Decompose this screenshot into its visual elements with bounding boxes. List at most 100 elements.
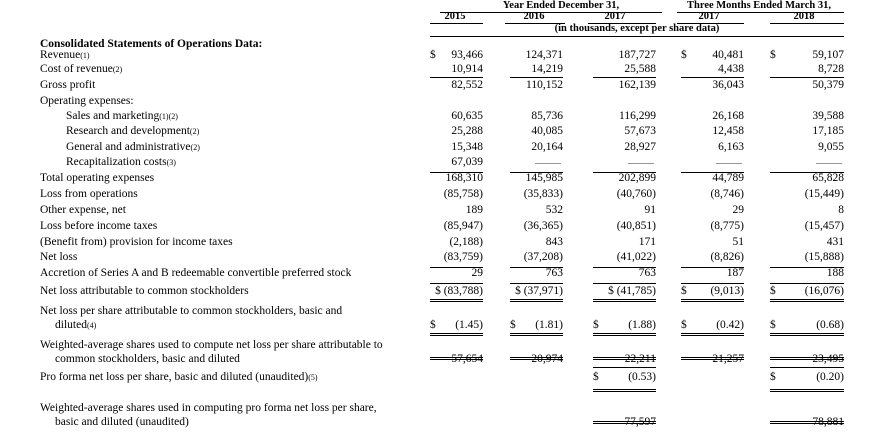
empty-value-dash: — (716, 163, 742, 164)
footnote-ref: (1) (80, 51, 90, 60)
header-subtitle: (in thousands, except per share data) (554, 23, 720, 34)
value-cell: 110,152 (526, 79, 563, 91)
row-label: Revenue(1) (40, 49, 90, 61)
footnote-ref: (2) (189, 127, 200, 136)
value-cell: 36,043 (712, 79, 744, 91)
value-cell: (8,826) (710, 251, 744, 263)
value-cell: 8 (838, 204, 844, 216)
row-label: Loss before income taxes (40, 220, 158, 232)
value-cell: 171 (638, 236, 656, 248)
total-double-rule (770, 421, 844, 424)
value-cell: 17,185 (812, 125, 844, 137)
value-cell: (85,947) (443, 220, 483, 232)
subtotal-rule (430, 283, 483, 284)
value-cell: (15,888) (804, 251, 844, 263)
value-cell: 91 (644, 204, 657, 216)
value-cell: 4,438 (718, 63, 744, 75)
subtotal-rule (430, 267, 483, 268)
subtotal-rule (770, 77, 844, 78)
header-group-year: Year Ended December 31, (502, 0, 620, 11)
value-cell: 57,673 (624, 125, 656, 137)
row-label: Weighted-average shares used to compute … (40, 339, 383, 351)
value-cell: 763 (638, 267, 656, 279)
footnote-ref: (2) (112, 65, 123, 74)
row-label: Sales and marketing(1)(2) (66, 110, 178, 122)
header-rule (430, 23, 483, 24)
total-double-rule (593, 357, 656, 360)
currency-symbol: $ (770, 285, 776, 297)
value-cell: 59,107 (812, 49, 844, 61)
total-double-rule (510, 357, 563, 360)
header-rule (770, 23, 844, 24)
total-double-rule (681, 333, 744, 336)
total-double-rule (593, 333, 656, 336)
value-cell: 145,985 (525, 172, 563, 184)
value-cell: 85,736 (531, 110, 563, 122)
row-label: Other expense, net (40, 204, 126, 216)
value-cell: 40,085 (531, 125, 563, 137)
total-double-rule (430, 357, 483, 360)
value-cell: (0.53) (628, 371, 656, 383)
value-cell: (8,775) (710, 220, 744, 232)
total-double-rule (510, 333, 563, 336)
row-label: Operating expenses: (40, 95, 134, 107)
currency-symbol: $ (770, 319, 776, 331)
value-cell: $ (41,785) (608, 285, 656, 297)
value-cell: (40,760) (616, 188, 656, 200)
value-cell: (40,851) (616, 220, 656, 232)
total-double-rule (770, 357, 844, 360)
value-cell: 189 (465, 204, 483, 216)
subtotal-rule (593, 283, 656, 284)
value-cell: 188 (826, 267, 844, 279)
row-label: Pro forma net loss per share, basic and … (40, 371, 318, 383)
currency-symbol: $ (681, 49, 687, 61)
value-cell: 10,914 (451, 63, 483, 75)
value-cell: (36,365) (523, 220, 563, 232)
value-cell: (9,013) (710, 285, 744, 297)
row-label: General and administrative(2) (66, 141, 200, 153)
row-label-continued: diluted(4) (55, 319, 97, 331)
total-double-rule (681, 299, 744, 302)
currency-symbol: $ (681, 319, 687, 331)
row-label: Gross profit (40, 79, 96, 91)
value-cell: 9,055 (818, 141, 844, 153)
value-cell: 20,164 (531, 141, 563, 153)
header-rule (677, 23, 744, 24)
value-cell: 67,039 (451, 156, 483, 168)
value-cell: 44,789 (712, 172, 744, 184)
value-cell: 29 (471, 267, 484, 279)
value-cell: 26,168 (712, 110, 744, 122)
value-cell: 187,727 (618, 49, 656, 61)
value-cell: (16,076) (804, 285, 844, 297)
footnote-ref: (3) (166, 158, 176, 167)
value-cell: 187 (726, 267, 744, 279)
total-double-rule (770, 389, 844, 392)
header-col-2016: 2016 (523, 11, 545, 22)
subtotal-rule (770, 283, 844, 284)
header-col-2015: 2015 (444, 11, 466, 22)
footnote-ref: (4) (86, 321, 97, 330)
value-cell: 29 (732, 204, 745, 216)
row-label: Net loss (40, 251, 78, 263)
total-double-rule (681, 357, 744, 360)
currency-symbol: $ (430, 319, 436, 331)
value-cell: 93,466 (451, 49, 483, 61)
value-cell: (83,759) (443, 251, 483, 263)
total-double-rule (593, 299, 656, 302)
value-cell: $ (83,788) (435, 285, 483, 297)
value-cell: 6,163 (718, 141, 744, 153)
footnote-ref: (2) (190, 143, 200, 152)
currency-symbol: $ (770, 371, 776, 383)
value-cell: 65,828 (812, 172, 844, 184)
value-cell: (85,758) (443, 188, 483, 200)
value-cell: (1.88) (628, 319, 656, 331)
value-cell: 162,139 (618, 79, 656, 91)
total-double-rule (770, 333, 844, 336)
subtotal-rule (510, 267, 563, 268)
empty-value-dash: — (816, 163, 842, 164)
value-cell: 51 (732, 236, 745, 248)
row-label: Total operating expenses (40, 172, 155, 184)
subtotal-rule (430, 172, 483, 173)
row-label: Recapitalization costs(3) (66, 156, 176, 168)
subtotal-rule (430, 77, 483, 78)
